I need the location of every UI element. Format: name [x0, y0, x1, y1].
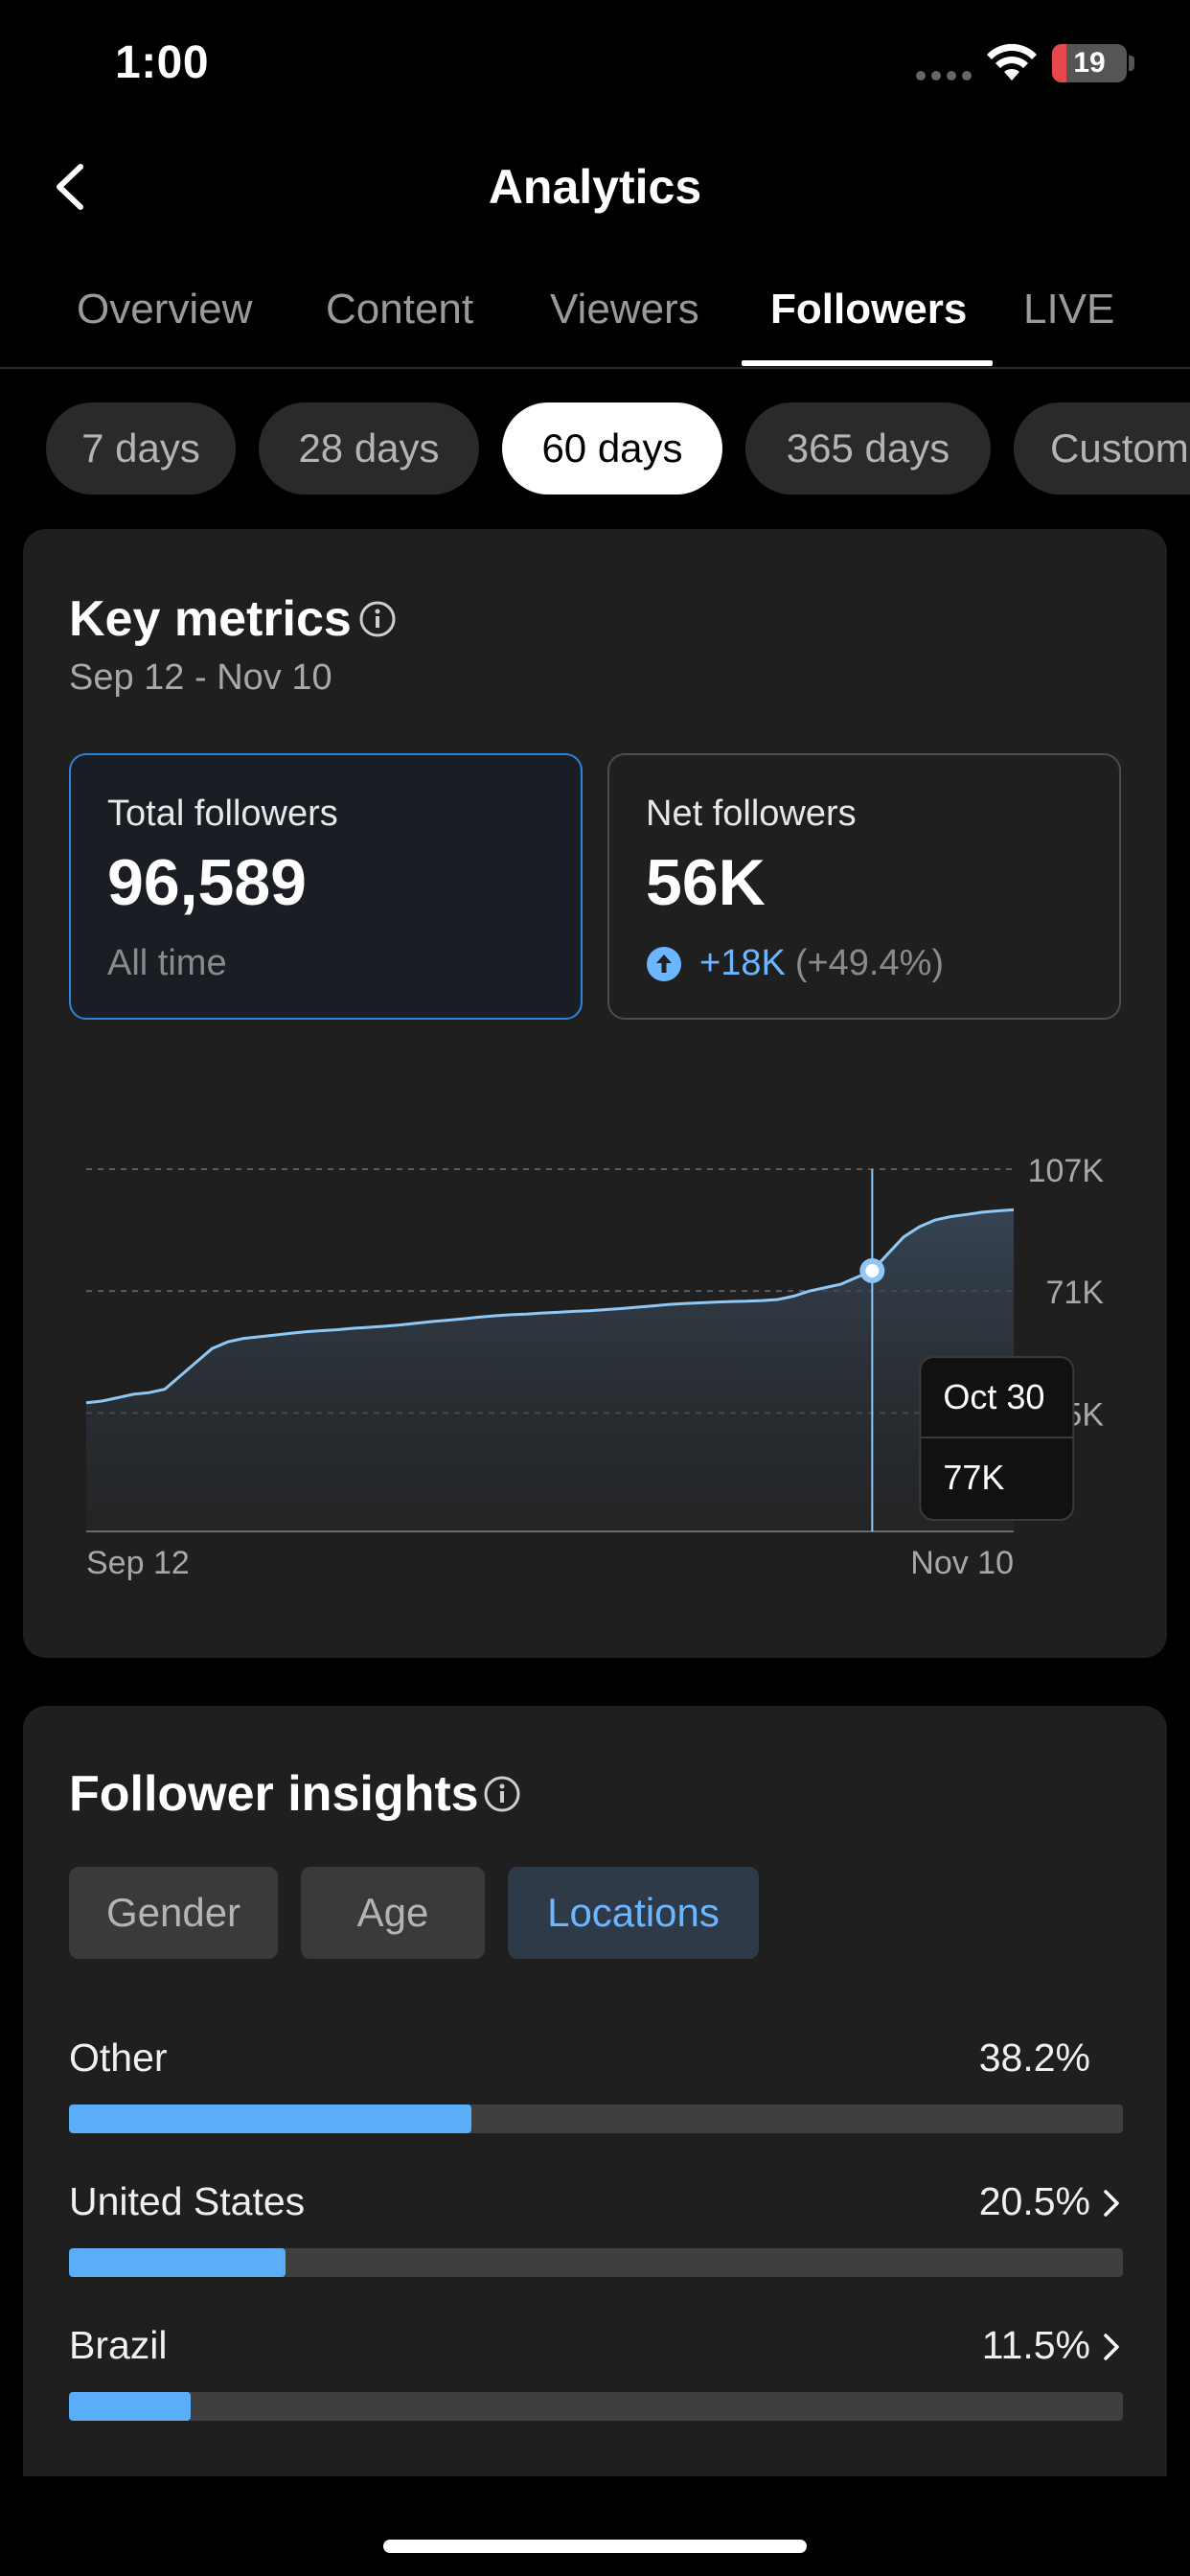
- date-range-label: Sep 12 - Nov 10: [69, 657, 332, 698]
- status-time: 1:00: [115, 37, 210, 88]
- total-followers-box[interactable]: Total followers 96,589 All time: [69, 753, 583, 1020]
- chevron-right-icon[interactable]: [1100, 2187, 1123, 2220]
- follower-insights-title: Follower insights: [69, 1766, 479, 1822]
- filter-age[interactable]: Age: [301, 1867, 485, 1959]
- location-bar-fill: [69, 2392, 191, 2421]
- net-followers-box[interactable]: Net followers 56K +18K (+49.4%): [607, 753, 1121, 1020]
- tooltip-value: 77K: [943, 1458, 1004, 1497]
- location-row: Other 38.2%: [69, 2036, 1123, 2141]
- active-tab-indicator: [742, 360, 993, 366]
- range-custom[interactable]: Custom: [1014, 402, 1190, 494]
- filter-locations[interactable]: Locations: [508, 1867, 759, 1959]
- tab-overview[interactable]: Overview: [77, 286, 253, 333]
- range-365-days[interactable]: 365 days: [745, 402, 991, 494]
- area-fill: [86, 1209, 1014, 1531]
- y-tick-label: 71K: [1046, 1275, 1105, 1311]
- y-tick-label: 107K: [1028, 1153, 1105, 1189]
- location-name: Brazil: [69, 2323, 168, 2367]
- battery-level: 19: [1073, 47, 1106, 79]
- location-bar: [69, 2248, 1123, 2277]
- hover-point-center: [865, 1263, 880, 1277]
- x-tick-label: Sep 12: [86, 1545, 190, 1581]
- cellular-signal-icon: [916, 71, 972, 80]
- location-percent: 38.2%: [978, 2036, 1090, 2080]
- location-row[interactable]: United States 20.5%: [69, 2179, 1123, 2285]
- delta-value: +18K: [699, 943, 786, 983]
- back-button[interactable]: [38, 153, 105, 220]
- info-icon[interactable]: [358, 600, 397, 638]
- net-followers-value: 56K: [646, 846, 766, 919]
- tab-content[interactable]: Content: [326, 286, 474, 333]
- range-28-days[interactable]: 28 days: [259, 402, 479, 494]
- range-60-days[interactable]: 60 days: [502, 402, 722, 494]
- date-range-selector: 7 days 28 days 60 days 365 days Custom: [0, 402, 1190, 494]
- chevron-right-icon[interactable]: [1100, 2331, 1123, 2363]
- location-bar: [69, 2392, 1123, 2421]
- battery-cap: [1129, 56, 1134, 71]
- location-bar: [69, 2104, 1123, 2133]
- total-followers-sub: All time: [107, 943, 227, 983]
- location-name: United States: [69, 2179, 306, 2223]
- wifi-icon: [987, 43, 1037, 80]
- total-followers-value: 96,589: [107, 846, 307, 919]
- series-line: [85, 1208, 1015, 1405]
- tab-live[interactable]: LIVE: [1023, 286, 1115, 333]
- location-row[interactable]: Brazil 11.5%: [69, 2323, 1123, 2428]
- bottom-safe-area: [0, 2476, 1190, 2576]
- delta-percent: (+49.4%): [794, 943, 945, 983]
- page-title: Analytics: [488, 160, 702, 214]
- battery-icon: 19: [1052, 44, 1127, 82]
- divider: [0, 367, 1190, 369]
- total-followers-label: Total followers: [107, 794, 338, 834]
- location-name: Other: [69, 2036, 168, 2080]
- location-percent: 20.5%: [978, 2179, 1090, 2223]
- filter-gender[interactable]: Gender: [69, 1867, 278, 1959]
- net-followers-label: Net followers: [646, 794, 857, 834]
- follower-insights-card: Follower insights Gender Age Locations O…: [23, 1706, 1167, 2576]
- location-percent: 11.5%: [981, 2323, 1090, 2367]
- tab-viewers[interactable]: Viewers: [550, 286, 699, 333]
- tooltip-date: Oct 30: [943, 1377, 1044, 1416]
- tab-followers[interactable]: Followers: [770, 286, 968, 333]
- location-bar-fill: [69, 2104, 472, 2133]
- key-metrics-title: Key metrics: [69, 591, 352, 647]
- location-bar-fill: [69, 2248, 286, 2277]
- net-followers-delta: +18K (+49.4%): [646, 943, 944, 984]
- home-indicator[interactable]: [383, 2540, 807, 2553]
- info-icon[interactable]: [483, 1775, 521, 1813]
- tab-bar: Overview Content Viewers Followers LIVE: [0, 278, 1190, 368]
- range-7-days[interactable]: 7 days: [46, 402, 236, 494]
- arrow-up-icon: [647, 946, 681, 981]
- x-tick-label: Nov 10: [910, 1545, 1014, 1581]
- key-metrics-card: Key metrics Sep 12 - Nov 10 Total follow…: [23, 529, 1167, 1658]
- status-bar: 1:00 19: [0, 0, 1190, 134]
